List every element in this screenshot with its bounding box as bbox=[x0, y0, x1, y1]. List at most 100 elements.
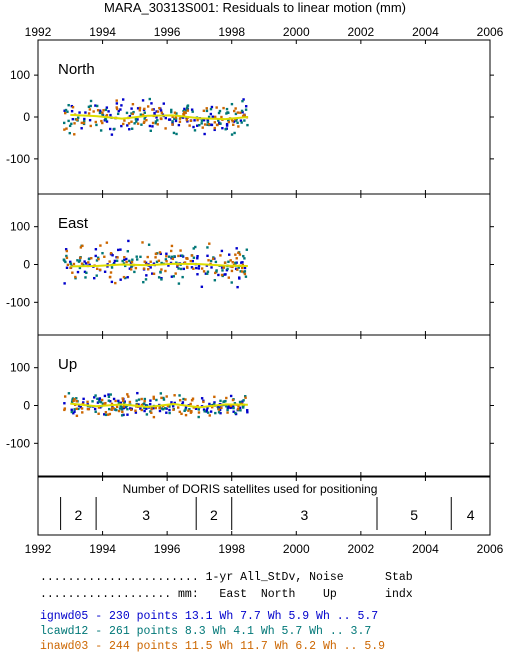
panel-north: 100 0 -100 North bbox=[6, 39, 494, 195]
data-point-inawd03 bbox=[156, 110, 160, 113]
data-point-inawd03 bbox=[211, 257, 215, 260]
data-point-ignwd05 bbox=[70, 408, 73, 412]
data-point-lcawd12 bbox=[242, 254, 245, 258]
data-point-ignwd05 bbox=[149, 399, 152, 402]
data-point-ignwd05 bbox=[76, 270, 80, 274]
data-point-ignwd05 bbox=[196, 273, 199, 276]
data-point-lcawd12 bbox=[236, 121, 239, 125]
data-point-inawd03 bbox=[75, 118, 79, 121]
data-point-ignwd05 bbox=[241, 110, 244, 114]
data-point-inawd03 bbox=[191, 397, 195, 400]
data-point-inawd03 bbox=[182, 112, 185, 116]
data-point-ignwd05 bbox=[191, 259, 194, 263]
data-point-inawd03 bbox=[166, 404, 170, 407]
data-point-ignwd05 bbox=[141, 99, 145, 102]
data-point-ignwd05 bbox=[84, 111, 87, 114]
data-point-lcawd12 bbox=[118, 407, 122, 410]
data-point-lcawd12 bbox=[225, 107, 229, 111]
data-point-lcawd12 bbox=[115, 259, 119, 263]
data-point-inawd03 bbox=[241, 266, 244, 270]
data-point-lcawd12 bbox=[146, 404, 149, 407]
data-point-ignwd05 bbox=[115, 102, 119, 105]
data-point-ignwd05 bbox=[220, 249, 224, 253]
y-tick-label: -100 bbox=[6, 436, 30, 450]
data-point-inawd03 bbox=[73, 122, 76, 125]
data-point-ignwd05 bbox=[202, 408, 206, 411]
data-point-inawd03 bbox=[152, 272, 156, 275]
data-point-inawd03 bbox=[176, 264, 179, 267]
data-point-inawd03 bbox=[158, 406, 161, 410]
data-point-inawd03 bbox=[69, 266, 72, 270]
data-point-inawd03 bbox=[202, 400, 205, 404]
data-point-inawd03 bbox=[243, 113, 246, 117]
data-point-lcawd12 bbox=[77, 407, 80, 411]
data-point-inawd03 bbox=[237, 405, 240, 408]
data-point-lcawd12 bbox=[64, 108, 68, 112]
data-point-lcawd12 bbox=[217, 111, 221, 115]
data-point-inawd03 bbox=[241, 270, 244, 273]
data-point-ignwd05 bbox=[103, 270, 107, 273]
data-point-ignwd05 bbox=[228, 253, 231, 256]
data-point-inawd03 bbox=[108, 260, 111, 263]
data-point-inawd03 bbox=[173, 111, 177, 114]
data-point-inawd03 bbox=[117, 409, 121, 413]
data-point-ignwd05 bbox=[177, 123, 181, 127]
data-point-inawd03 bbox=[234, 253, 237, 256]
data-point-lcawd12 bbox=[198, 123, 201, 127]
data-point-inawd03 bbox=[205, 107, 208, 110]
data-point-inawd03 bbox=[116, 256, 119, 259]
data-point-lcawd12 bbox=[124, 276, 127, 280]
data-point-ignwd05 bbox=[196, 124, 199, 127]
data-point-lcawd12 bbox=[130, 265, 133, 268]
data-point-inawd03 bbox=[187, 409, 190, 412]
data-point-inawd03 bbox=[172, 408, 175, 411]
data-point-lcawd12 bbox=[244, 395, 247, 398]
data-point-inawd03 bbox=[80, 121, 84, 125]
data-point-lcawd12 bbox=[188, 408, 191, 411]
data-point-inawd03 bbox=[127, 395, 130, 398]
data-point-inawd03 bbox=[165, 260, 168, 263]
data-point-inawd03 bbox=[130, 260, 134, 264]
data-point-lcawd12 bbox=[200, 122, 203, 125]
data-point-lcawd12 bbox=[212, 402, 216, 406]
data-point-inawd03 bbox=[125, 260, 128, 264]
data-point-inawd03 bbox=[192, 267, 195, 270]
data-point-lcawd12 bbox=[192, 247, 195, 250]
data-point-lcawd12 bbox=[94, 394, 97, 397]
data-point-inawd03 bbox=[140, 397, 143, 401]
data-point-ignwd05 bbox=[244, 105, 248, 108]
data-point-ignwd05 bbox=[119, 401, 123, 404]
data-point-lcawd12 bbox=[89, 99, 93, 103]
data-point-ignwd05 bbox=[107, 110, 110, 113]
data-point-inawd03 bbox=[157, 259, 161, 262]
data-point-inawd03 bbox=[108, 412, 112, 416]
data-point-lcawd12 bbox=[160, 261, 163, 265]
data-point-ignwd05 bbox=[123, 400, 126, 403]
data-point-inawd03 bbox=[180, 412, 183, 416]
stats-row-ignwd05: ignwd05 - 230 points 13.1 Wh 7.7 Wh 5.9 … bbox=[40, 610, 378, 623]
data-point-ignwd05 bbox=[209, 410, 213, 413]
data-point-ignwd05 bbox=[196, 257, 199, 260]
year-tick-label: 2006 bbox=[477, 25, 504, 39]
data-point-inawd03 bbox=[99, 244, 102, 247]
data-point-ignwd05 bbox=[126, 413, 129, 416]
data-point-inawd03 bbox=[97, 406, 101, 409]
data-point-lcawd12 bbox=[239, 409, 242, 412]
data-point-inawd03 bbox=[109, 252, 113, 255]
data-point-ignwd05 bbox=[239, 119, 243, 122]
data-point-ignwd05 bbox=[73, 410, 76, 413]
data-point-ignwd05 bbox=[139, 407, 142, 410]
data-point-lcawd12 bbox=[177, 267, 180, 270]
data-point-ignwd05 bbox=[110, 133, 114, 136]
data-point-ignwd05 bbox=[117, 399, 120, 403]
year-tick-label: 1992 bbox=[25, 542, 52, 556]
data-point-inawd03 bbox=[146, 105, 150, 108]
data-point-ignwd05 bbox=[206, 406, 209, 410]
data-point-ignwd05 bbox=[205, 410, 208, 413]
data-point-lcawd12 bbox=[97, 400, 101, 403]
data-point-lcawd12 bbox=[68, 131, 71, 135]
data-point-ignwd05 bbox=[221, 126, 224, 130]
satellite-panel-title: Number of DORIS satellites used for posi… bbox=[123, 482, 378, 496]
stats-row-lcawd12: lcawd12 - 261 points 8.3 Wh 4.1 Wh 5.7 W… bbox=[40, 625, 371, 638]
data-point-lcawd12 bbox=[154, 122, 157, 125]
